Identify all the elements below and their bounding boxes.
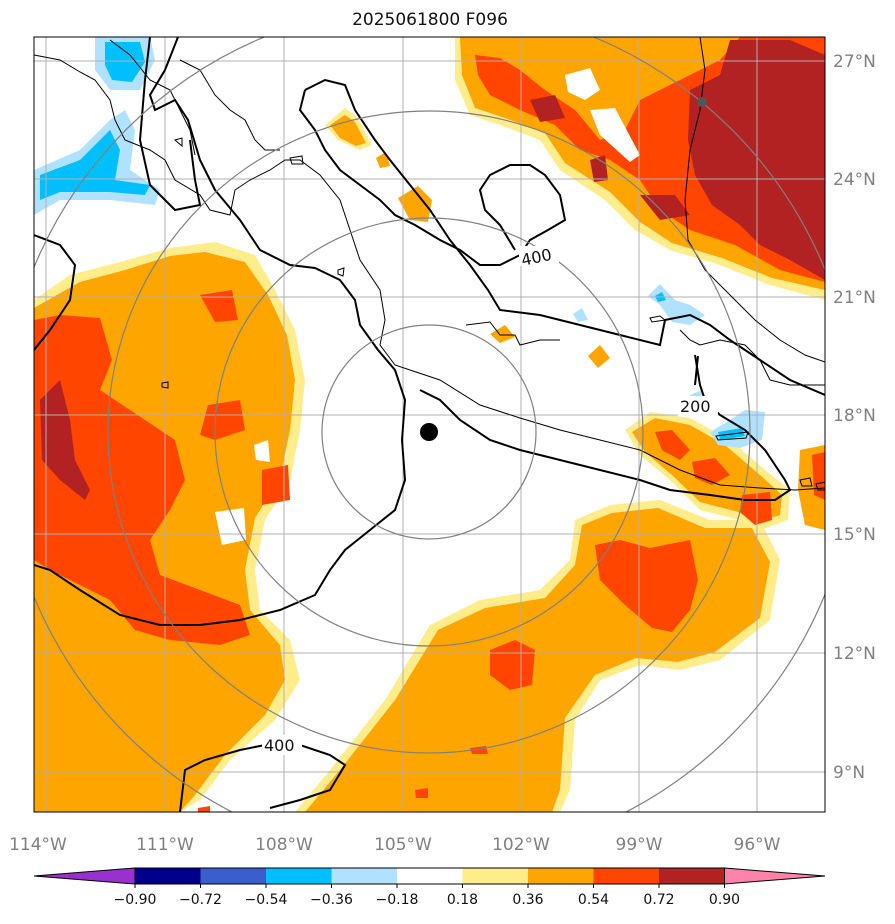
colorbar-segment [331,868,397,884]
colorbar-tick-label: −0.54 [245,892,288,908]
lat-tick: 21°N [833,288,876,308]
field-south-redorange [490,540,698,690]
contour-west [34,234,77,351]
colorbar: −0.90 −0.72 −0.54 −0.36 −0.18 0.18 0.36 0.54 0.7… [33,867,826,908]
colorbar-tick-label: −0.90 [114,892,157,908]
field-west-redorange-2 [200,290,290,505]
colorbar-segment [528,868,594,884]
lat-tick: 9°N [833,763,865,783]
contour-main [34,37,407,626]
map-frame [33,36,826,813]
contour-label-bg [519,246,559,266]
colorbar-tick-label: 0.54 [578,892,609,908]
colorbar-segment [397,868,463,884]
storm-center-marker [420,423,438,441]
lon-tick: 96°W [734,835,781,855]
colorbar-tick-label: 0.90 [709,892,740,908]
field-ne-hole [565,68,640,162]
contour-label-bg-3 [262,735,302,755]
field-ne-darkred [530,40,825,280]
lat-tick: 27°N [833,52,876,72]
lon-tick: 114°W [9,835,67,855]
colorbar-segment [135,868,201,884]
lat-tick: 18°N [833,406,876,426]
colorbar-tick-label: −0.18 [376,892,419,908]
lon-tick: 108°W [255,835,313,855]
lon-tick: 111°W [136,835,194,855]
range-rings [34,37,825,812]
colorbar-tick-label: 0.72 [643,892,674,908]
lon-tick: 99°W [616,835,663,855]
colorbar-tick-label: 0.36 [512,892,543,908]
lon-tick: 105°W [374,835,432,855]
field-east-edge-red [812,452,825,500]
field-blue-nw [40,42,150,200]
field-west-redorange [34,315,250,645]
contour-400-north [304,78,825,396]
lon-tick: 102°W [492,835,550,855]
colorbar-segment [200,868,266,884]
contour-400-north-2 [298,89,567,266]
contour-label-400-south: 400 [264,736,295,755]
colorbar-extend-max [724,867,826,885]
colorbar-segment [266,868,332,884]
colorbar-extend-min [33,867,136,885]
field-patch-2 [376,152,610,368]
colorbar-outline [134,867,725,885]
lat-tick: 24°N [833,170,876,190]
location-marker [697,97,707,107]
lat-tick: 12°N [833,644,876,664]
lon-axis: 114°W 111°W 108°W 105°W 102°W 99°W 96°W [9,835,781,855]
colorbar-segment [462,868,528,884]
contour-200-inner [694,355,699,386]
lat-axis: 27°N 24°N 21°N 18°N 15°N 12°N 9°N [833,52,876,783]
field-west-darkred [40,380,90,500]
contour-nw [138,37,202,212]
colorbar-tick-label: −0.72 [179,892,222,908]
lat-tick: 15°N [833,525,876,545]
colorbar-segment [593,868,659,884]
colorbar-tick-label: −0.36 [310,892,353,908]
colorbar-tick-label: 0.18 [447,892,478,908]
contour-label-200: 200 [680,397,711,416]
colorbar-segment [659,868,725,884]
contour-200 [419,354,792,501]
field-west-hole [215,440,270,545]
map-title: 2025061800 F096 [352,10,508,30]
field-patch-1b [330,115,366,146]
contour-label-bg-2 [678,396,718,416]
